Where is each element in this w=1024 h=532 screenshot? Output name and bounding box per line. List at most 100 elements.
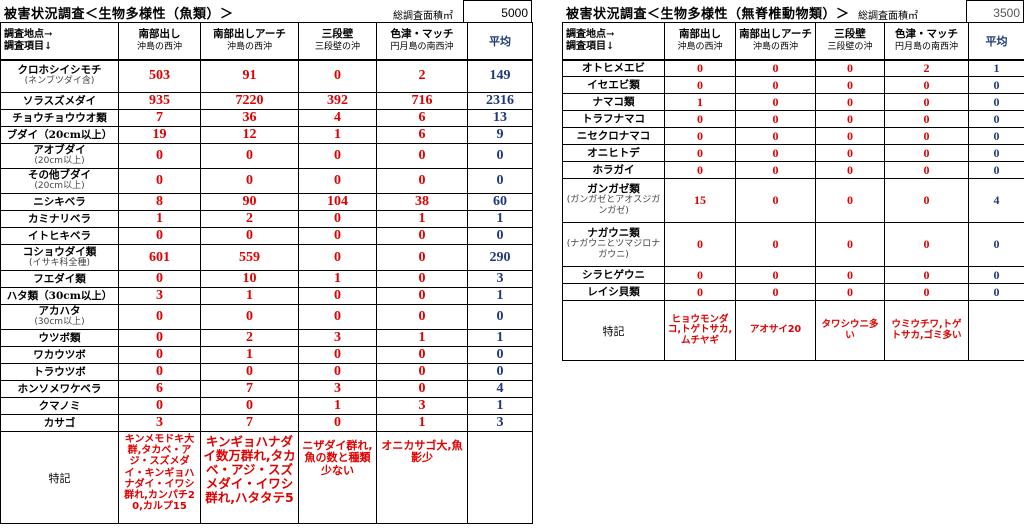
species-name: ワカウツボ [33,348,86,361]
average-cell: 3 [467,270,533,288]
site-name: 南部出し [138,28,181,41]
count-cell-site-3: 0 [298,287,377,305]
species-name-cell: イセエビ類 [562,76,665,94]
count-cell-site-2: 90 [200,193,299,211]
table-row: アカハタ (30cm以上) 0 0 0 0 0 [0,304,533,330]
count-cell-site-2: 0 [200,227,299,245]
species-name: トラフナマコ [582,112,645,125]
table-row: ワカウツボ 0 1 0 0 0 [0,346,533,364]
count-cell-site-1: 0 [664,222,736,267]
species-name: アカハタ [38,305,81,317]
average-cell: 2316 [467,92,533,110]
count-cell-site-1: 0 [664,110,736,128]
count-cell-site-1: 7 [118,109,201,127]
table-row: フエダイ類 0 10 1 0 3 [0,270,533,288]
invert-header-corner: 調査地点→ 調査項目↓ [562,22,665,60]
table-row: ニセクロナマコ 0 0 0 0 0 [562,127,1024,145]
remark-cell-site-1: ヒョウモンダコ,トゲトサカ,ムチヤギ [664,300,736,361]
fish-area-value[interactable]: 5000 [463,0,532,22]
species-name: ニセクロナマコ [576,129,651,142]
count-cell-site-4: 0 [884,161,969,179]
species-name-cell: ブダイ（20cm以上） [0,126,119,144]
species-name-cell: ワカウツボ [0,346,119,364]
count-cell-site-4: 6 [376,109,468,127]
table-row: チョウチョウウオ類 7 36 4 6 13 [0,109,533,127]
table-row: コショウダイ類 (イサキ科全種) 601 559 0 0 290 [0,244,533,271]
species-name: ナガウニ類 [587,227,640,239]
count-cell-site-3: 0 [298,363,377,381]
species-name-cell: ニセクロナマコ [562,127,665,145]
count-cell-site-3: 0 [298,168,377,194]
count-cell-site-3: 0 [815,93,885,111]
count-cell-site-2: 0 [735,161,816,179]
count-cell-site-2: 0 [735,144,816,162]
fish-table: 調査地点→ 調査項目↓ 南部出し 沖島の西沖 南部出しアーチ 沖島の西沖 三段壁 三段壁の沖色… [0,22,533,524]
table-row: ブダイ（20cm以上） 19 12 1 6 9 [0,126,533,144]
species-subname: (20cm以上) [34,181,85,191]
invert-header-row: 調査地点→ 調査項目↓ 南部出し 沖島の西沖 南部出しアーチ 沖島の西沖 三段壁 三段壁の沖色… [562,22,1024,60]
site-location: 三段壁の沖 [827,42,873,53]
table-row: ガンガゼ類 (ガンガゼとアオスジガンガゼ) 15 0 0 0 4 [562,178,1024,223]
count-cell-site-3: 104 [298,193,377,211]
count-cell-site-4: 0 [884,178,969,223]
average-cell: 0 [467,346,533,364]
species-name: ホンソメワケベラ [17,382,102,395]
species-name: カサゴ [43,416,76,429]
count-cell-site-3: 0 [815,266,885,284]
remark-cell-site-3: ニザダイ群れ,魚の数と種類少ない [298,431,377,524]
table-row: その他ブダイ (20cm以上) 0 0 0 0 0 [0,168,533,194]
site-location: 三段壁の沖 [314,42,360,53]
table-row: ナマコ類 1 0 0 0 0 [562,93,1024,111]
count-cell-site-4: 0 [884,127,969,145]
count-cell-site-1: 0 [664,144,736,162]
count-cell-site-3: 0 [815,110,885,128]
count-cell-site-1: 935 [118,92,201,110]
species-subname: (ガンガゼとアオスジガンガゼ) [566,195,661,216]
count-cell-site-1: 3 [118,287,201,305]
table-row: アオブダイ (20cm以上) 0 0 0 0 0 [0,143,533,169]
count-cell-site-1: 1 [118,210,201,228]
species-name: クマノミ [38,399,81,412]
species-subname: (20cm以上) [34,156,85,166]
count-cell-site-1: 0 [664,283,736,301]
average-cell: 290 [467,244,533,271]
species-name: その他ブダイ [28,169,91,181]
count-cell-site-4: 2 [376,58,468,93]
average-cell: 0 [968,144,1024,162]
average-cell: 0 [467,227,533,245]
site-location: 円月島の南西沖 [894,42,958,53]
count-cell-site-1: 1 [664,93,736,111]
count-cell-site-4: 0 [376,363,468,381]
count-cell-site-3: 0 [815,127,885,145]
invert-area-value[interactable]: 3500 [966,0,1024,22]
count-cell-site-2: 10 [200,270,299,288]
count-cell-site-3: 0 [298,304,377,330]
species-name-cell: レイシ貝類 [562,283,665,301]
invert-header-site-4: 色津・マッチ 円月島の南西沖 [884,22,969,60]
count-cell-site-3: 3 [298,380,377,398]
species-name-cell: カサゴ [0,414,119,432]
species-name-cell: ホラガイ [562,161,665,179]
count-cell-site-4: 0 [376,346,468,364]
count-cell-site-2: 1 [200,287,299,305]
count-cell-site-3: 0 [298,414,377,432]
count-cell-site-4: 38 [376,193,468,211]
species-name-cell: アカハタ (30cm以上) [0,304,119,330]
table-row: イトヒキベラ 0 0 0 0 0 [0,227,533,245]
count-cell-site-4: 0 [884,93,969,111]
corner-line-1: 調査地点→ [566,28,615,40]
site-location: 沖島の西沖 [136,42,182,53]
species-name-cell: トラウツボ [0,363,119,381]
invert-remarks-average-blank [968,300,1024,361]
corner-line-1: 調査地点→ [4,28,53,40]
count-cell-site-2: 0 [735,93,816,111]
species-name: トラウツボ [33,365,86,378]
count-cell-site-2: 0 [200,168,299,194]
table-row: シラヒゲウニ 0 0 0 0 0 [562,266,1024,284]
count-cell-site-4: 0 [884,222,969,267]
fish-header-site-4: 色津・マッチ 円月島の南西沖 [376,22,468,60]
species-name: レイシ貝類 [587,285,640,298]
remark-cell-site-2: キンギョハナダイ数万群れ,タカベ・アジ・スズメダイ・イワシ群れ,ハタタテ5 [200,431,299,524]
table-row: レイシ貝類 0 0 0 0 0 [562,283,1024,301]
count-cell-site-3: 0 [298,346,377,364]
